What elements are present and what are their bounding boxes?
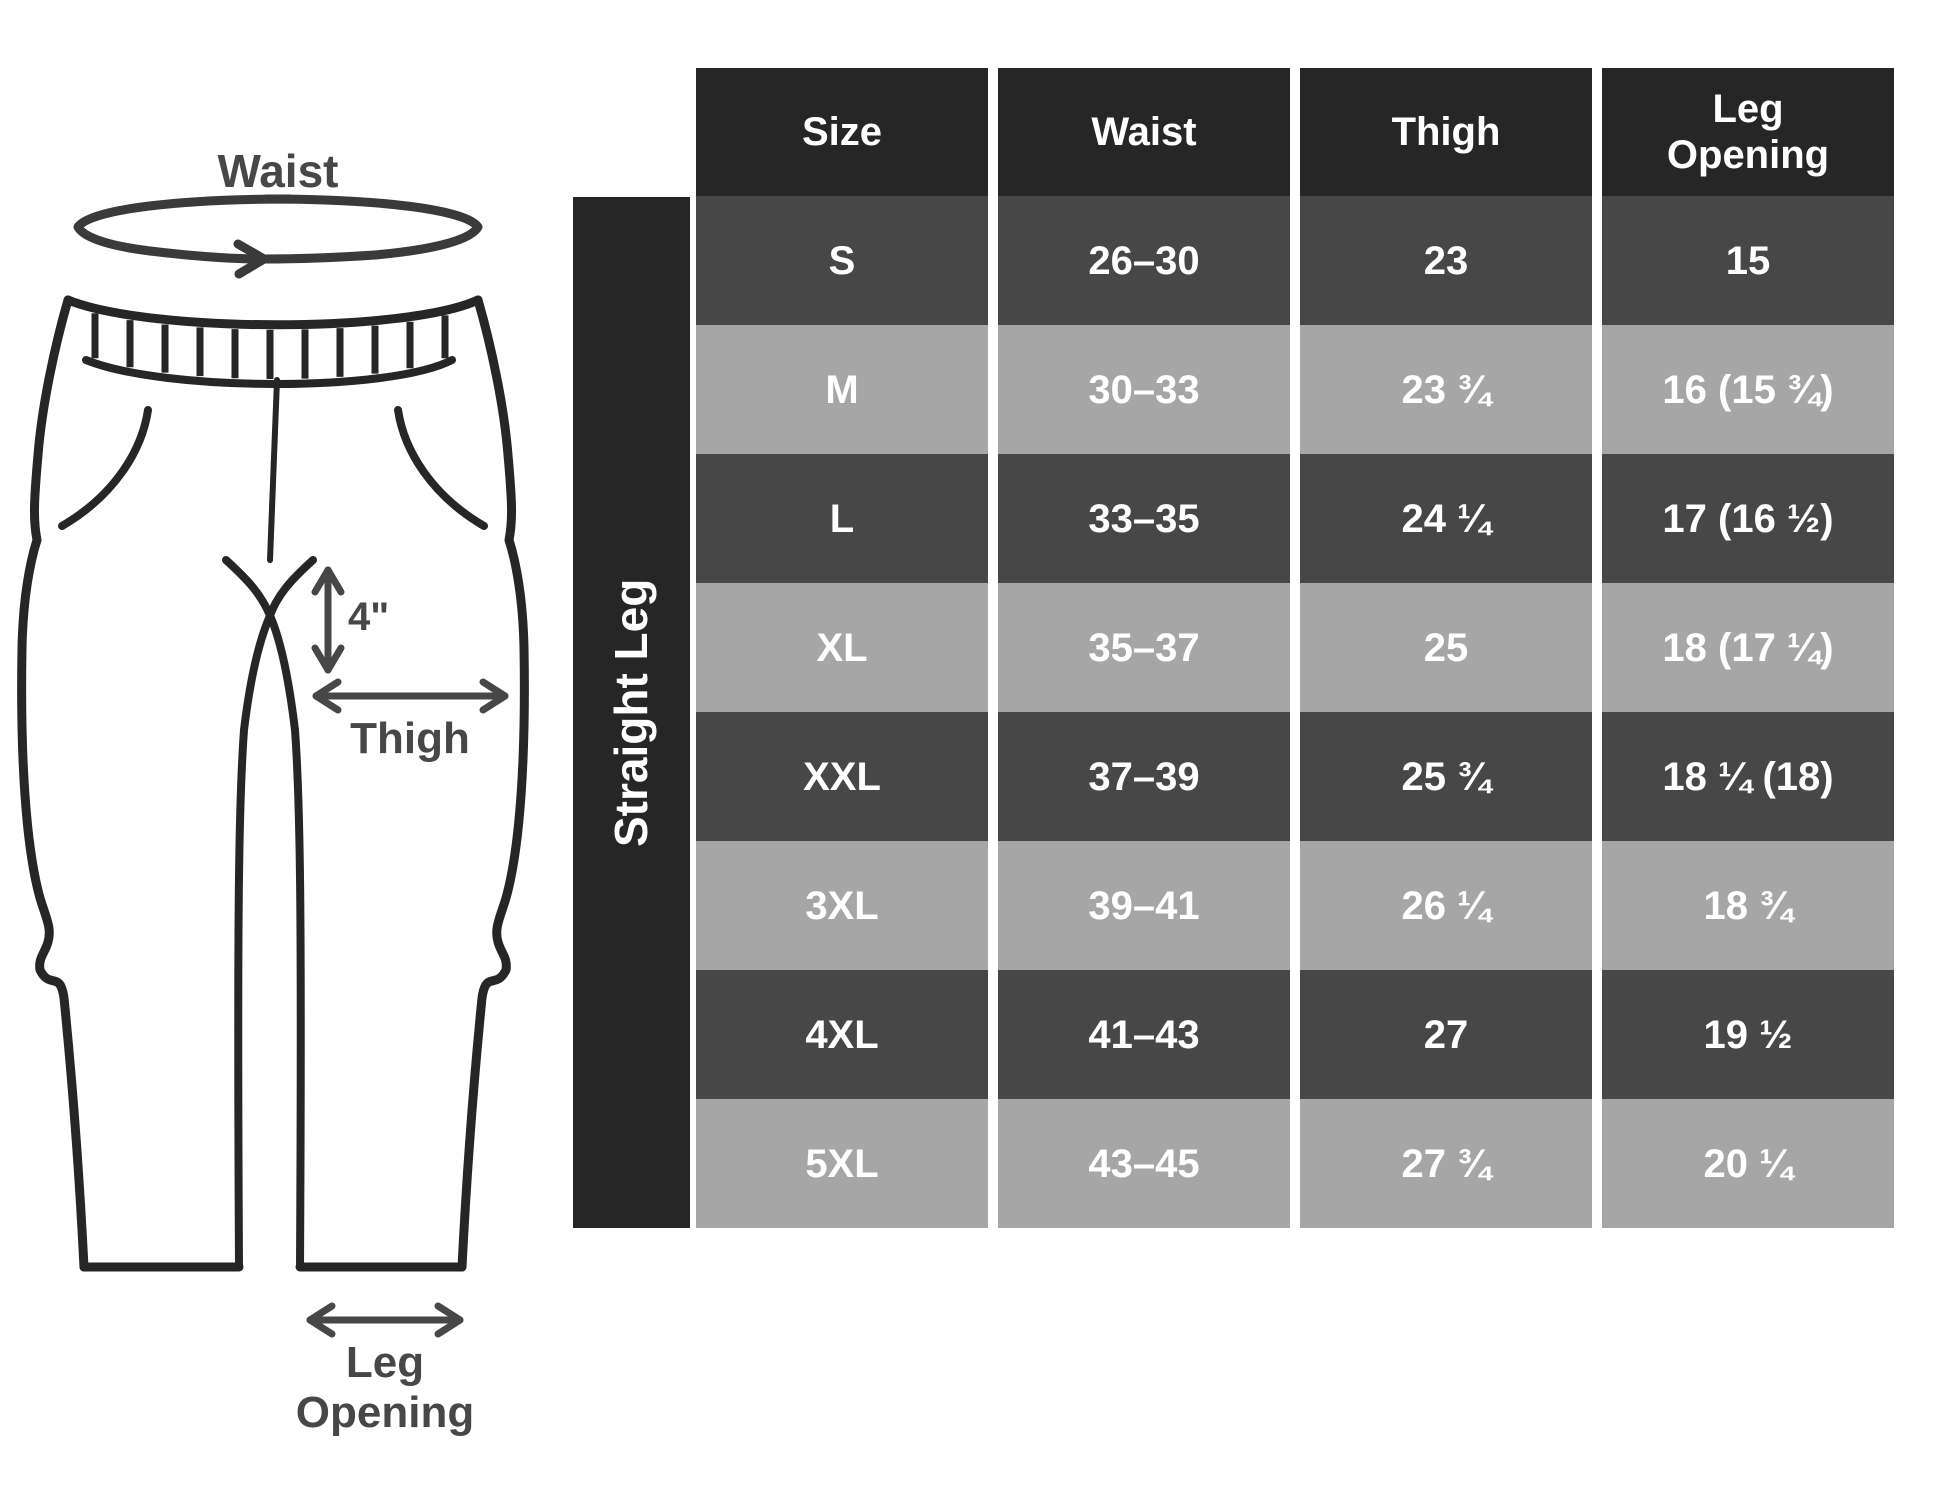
- svg-text:Thigh: Thigh: [350, 714, 470, 763]
- svg-text:Waist: Waist: [218, 145, 339, 197]
- svg-text:4": 4": [348, 595, 389, 639]
- svg-text:Leg: Leg: [346, 1338, 424, 1387]
- svg-text:Opening: Opening: [296, 1388, 474, 1437]
